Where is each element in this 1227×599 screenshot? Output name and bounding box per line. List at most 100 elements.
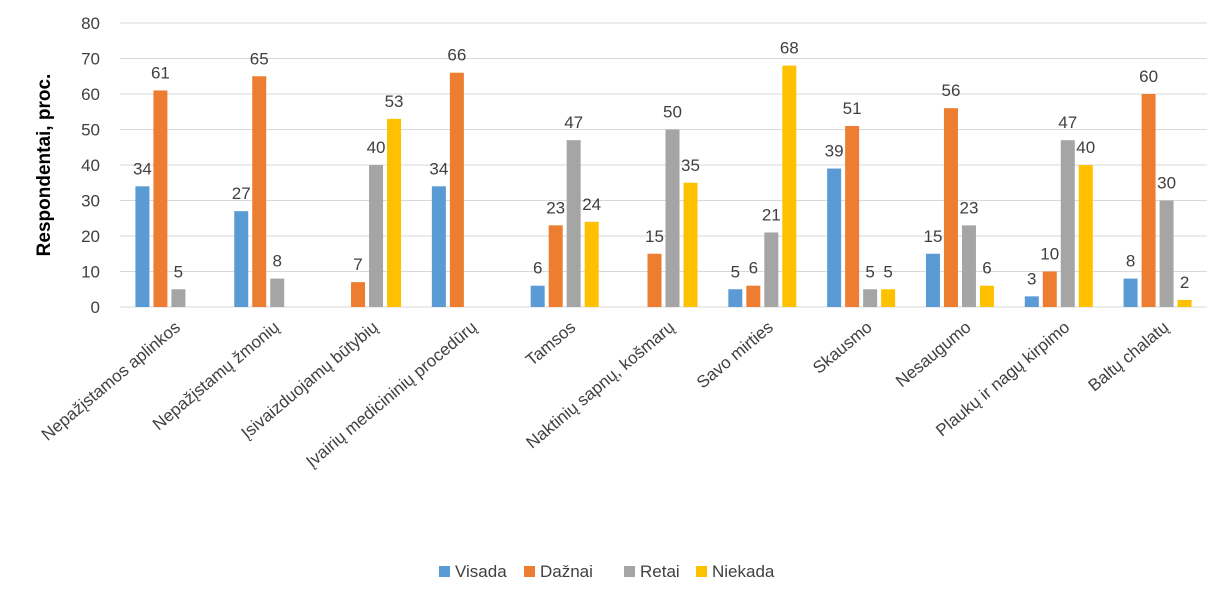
x-tick-label: Skausmo — [809, 318, 876, 378]
bar — [728, 289, 743, 307]
data-label: 40 — [1076, 138, 1095, 157]
data-label: 60 — [1139, 67, 1158, 86]
legend-swatch — [439, 566, 450, 577]
data-label: 3 — [1027, 269, 1036, 288]
data-label: 10 — [1040, 245, 1059, 264]
bar — [530, 285, 545, 307]
data-label: 24 — [582, 195, 601, 214]
x-tick-label: Baltų chalatų — [1085, 318, 1173, 396]
data-label: 6 — [533, 259, 542, 278]
data-label: 23 — [546, 198, 565, 217]
data-label: 40 — [367, 138, 386, 157]
bar — [449, 72, 464, 307]
legend-swatch — [696, 566, 707, 577]
data-label: 66 — [447, 46, 466, 65]
gridlines — [120, 22, 1207, 308]
data-label: 34 — [429, 159, 448, 178]
y-tick-label: 50 — [81, 121, 100, 140]
bar — [387, 118, 402, 307]
y-tick-label: 10 — [81, 263, 100, 282]
data-label: 68 — [780, 39, 799, 58]
y-axis-ticks: 0 10 20 30 40 50 60 70 80 — [81, 14, 100, 317]
bar — [1024, 296, 1039, 307]
data-label: 8 — [272, 252, 281, 271]
data-label: 6 — [749, 259, 758, 278]
bar — [135, 186, 150, 307]
data-label: 35 — [681, 156, 700, 175]
data-label: 34 — [133, 159, 152, 178]
bar — [647, 253, 662, 307]
x-tick-label: Įvairių medicininių procedūrų — [302, 318, 480, 472]
data-label: 39 — [825, 142, 844, 161]
y-tick-label: 20 — [81, 227, 100, 246]
data-label: 50 — [663, 103, 682, 122]
legend-label: Visada — [455, 562, 507, 581]
data-label: 30 — [1157, 174, 1176, 193]
data-label: 51 — [843, 99, 862, 118]
data-label: 65 — [250, 49, 269, 68]
data-label: 47 — [564, 113, 583, 132]
bar — [1060, 140, 1075, 307]
bar — [845, 125, 860, 307]
data-label: 23 — [959, 198, 978, 217]
legend-label: Niekada — [712, 562, 775, 581]
bar — [665, 129, 680, 307]
bar — [270, 278, 285, 307]
legend-swatch — [524, 566, 535, 577]
data-label: 6 — [982, 259, 991, 278]
bar — [979, 285, 994, 307]
data-label: 47 — [1058, 113, 1077, 132]
bar — [351, 282, 366, 307]
data-label: 8 — [1126, 252, 1135, 271]
legend-label: Retai — [640, 562, 680, 581]
y-tick-label: 30 — [81, 192, 100, 211]
bar — [943, 108, 958, 307]
bar — [431, 186, 446, 307]
legend: Visada Dažnai Retai Niekada — [439, 562, 775, 581]
bar — [1042, 271, 1057, 307]
bar — [961, 225, 976, 307]
bar — [827, 168, 842, 307]
y-tick-label: 80 — [81, 14, 100, 33]
bar — [925, 253, 940, 307]
data-label: 5 — [883, 262, 892, 281]
bar — [252, 76, 267, 307]
bars — [135, 65, 1192, 307]
bar — [881, 289, 896, 307]
data-label: 21 — [762, 205, 781, 224]
x-tick-label: Tamsos — [522, 318, 579, 370]
bar — [863, 289, 878, 307]
data-label: 53 — [385, 92, 404, 111]
bar — [746, 285, 761, 307]
bar — [1159, 200, 1174, 307]
bar — [566, 140, 581, 307]
bar — [1141, 94, 1156, 307]
bar — [782, 65, 797, 307]
legend-swatch — [624, 566, 635, 577]
y-tick-label: 70 — [81, 50, 100, 69]
data-label: 15 — [645, 227, 664, 246]
bar — [584, 221, 599, 307]
data-label: 5 — [865, 262, 874, 281]
x-tick-label: Nesaugumo — [892, 318, 974, 391]
data-label: 61 — [151, 63, 170, 82]
bar — [369, 165, 384, 307]
data-label: 56 — [941, 81, 960, 100]
bar — [683, 182, 698, 307]
y-tick-label: 60 — [81, 85, 100, 104]
legend-label: Dažnai — [540, 562, 593, 581]
x-tick-label: Savo mirties — [693, 318, 777, 393]
data-label: 2 — [1180, 273, 1189, 292]
y-tick-label: 40 — [81, 156, 100, 175]
data-label: 7 — [353, 255, 362, 274]
bar — [171, 289, 186, 307]
data-label: 5 — [731, 262, 740, 281]
bar — [1123, 278, 1138, 307]
y-tick-label: 0 — [91, 298, 100, 317]
bar — [764, 232, 779, 307]
bar — [1078, 165, 1093, 307]
